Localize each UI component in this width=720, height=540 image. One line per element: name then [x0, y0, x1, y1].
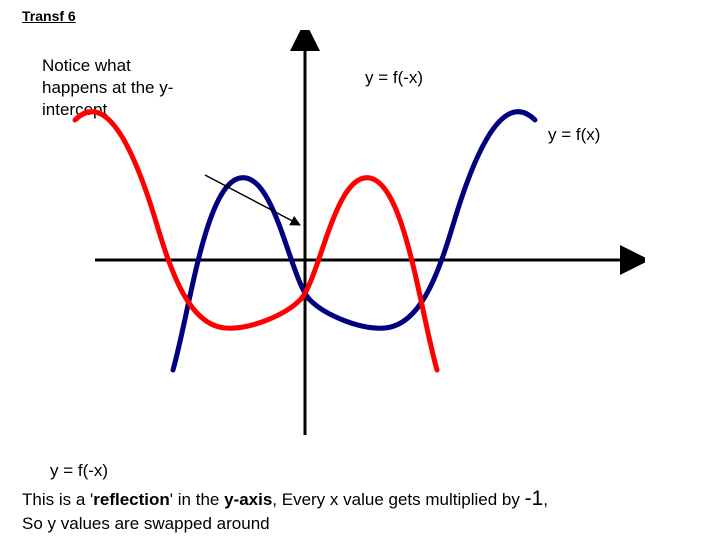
page-title: Transf 6 — [22, 8, 76, 24]
chart — [65, 30, 645, 440]
bt-f: , — [543, 490, 548, 509]
bt-a: This is a ' — [22, 490, 93, 509]
bt-line2: So y values are swapped around — [22, 514, 270, 533]
bt-b: reflection — [93, 490, 170, 509]
bt-minus1: -1 — [525, 487, 544, 510]
chart-svg — [65, 30, 645, 440]
bt-d: y-axis — [224, 490, 272, 509]
bottom-eq: y = f(-x) — [50, 460, 702, 483]
bt-e: , Every x value gets multiplied by — [272, 490, 524, 509]
bt-c: ' in the — [170, 490, 224, 509]
explanation-text: y = f(-x) This is a 'reflection' in the … — [22, 460, 702, 536]
